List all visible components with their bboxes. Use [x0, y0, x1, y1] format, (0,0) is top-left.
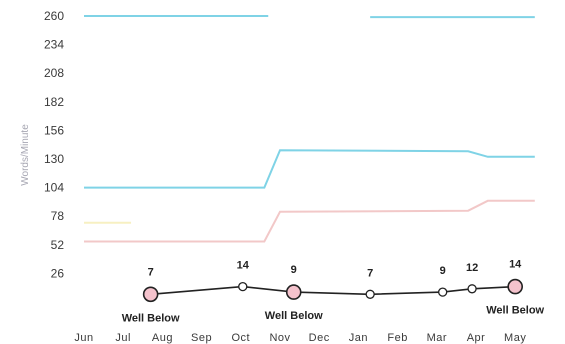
y-tick-label: 234	[44, 38, 64, 52]
x-tick-label: Feb	[387, 332, 407, 344]
x-tick-label: May	[504, 332, 526, 344]
x-tick-label: Jan	[349, 332, 368, 344]
benchmark-line	[84, 199, 535, 243]
data-point	[438, 287, 448, 297]
data-label: 14	[509, 259, 522, 271]
y-tick-label: 26	[51, 266, 65, 280]
y-tick-label: 104	[44, 181, 64, 195]
benchmark-line	[84, 149, 535, 189]
data-point	[238, 281, 248, 292]
data-point	[467, 284, 477, 294]
data-label: 9	[291, 264, 297, 276]
data-label: 9	[440, 265, 446, 277]
x-tick-label: Dec	[309, 332, 330, 344]
y-tick-label: 182	[44, 95, 64, 109]
x-tick-label: Jun	[74, 332, 93, 344]
benchmark-lines	[84, 15, 535, 243]
data-label: 14	[237, 260, 250, 272]
point-annotation: Well Below	[486, 305, 544, 317]
data-point	[365, 289, 375, 299]
data-label: 7	[148, 266, 154, 278]
y-tick-label: 78	[51, 209, 65, 223]
y-tick-label: 260	[44, 9, 64, 23]
y-tick-label: 208	[44, 66, 64, 80]
y-axis-label: Words/Minute	[20, 124, 31, 186]
series-line	[150, 285, 516, 296]
highlighted-point	[507, 278, 524, 295]
x-tick-label: Sep	[191, 332, 212, 344]
data-label: 7	[367, 267, 373, 279]
y-tick-label: 52	[51, 238, 65, 252]
y-axis-ticks: 26 52 78 104 130 156 182 208 234 260	[44, 9, 64, 280]
x-tick-label: Aug	[152, 332, 173, 344]
x-tick-label: Apr	[467, 332, 486, 344]
y-tick-label: 130	[44, 152, 64, 166]
x-tick-label: Nov	[269, 332, 290, 344]
highlighted-point	[142, 286, 159, 303]
point-annotation: Well Below	[122, 312, 180, 324]
y-tick-label: 156	[44, 123, 64, 137]
x-tick-label: Mar	[427, 332, 447, 344]
x-tick-label: Jul	[115, 332, 131, 344]
highlighted-point	[285, 284, 302, 300]
data-label: 12	[466, 262, 478, 274]
point-annotation: Well Below	[265, 310, 323, 322]
student-score-series: 7 Well Below 14 9 Well Below 7 9 12 14 Well Below	[122, 259, 545, 325]
x-axis-ticks: Jun Jul Aug Sep Oct Nov Dec Jan Feb Mar Apr May	[74, 332, 526, 344]
x-tick-label: Oct	[231, 332, 250, 344]
